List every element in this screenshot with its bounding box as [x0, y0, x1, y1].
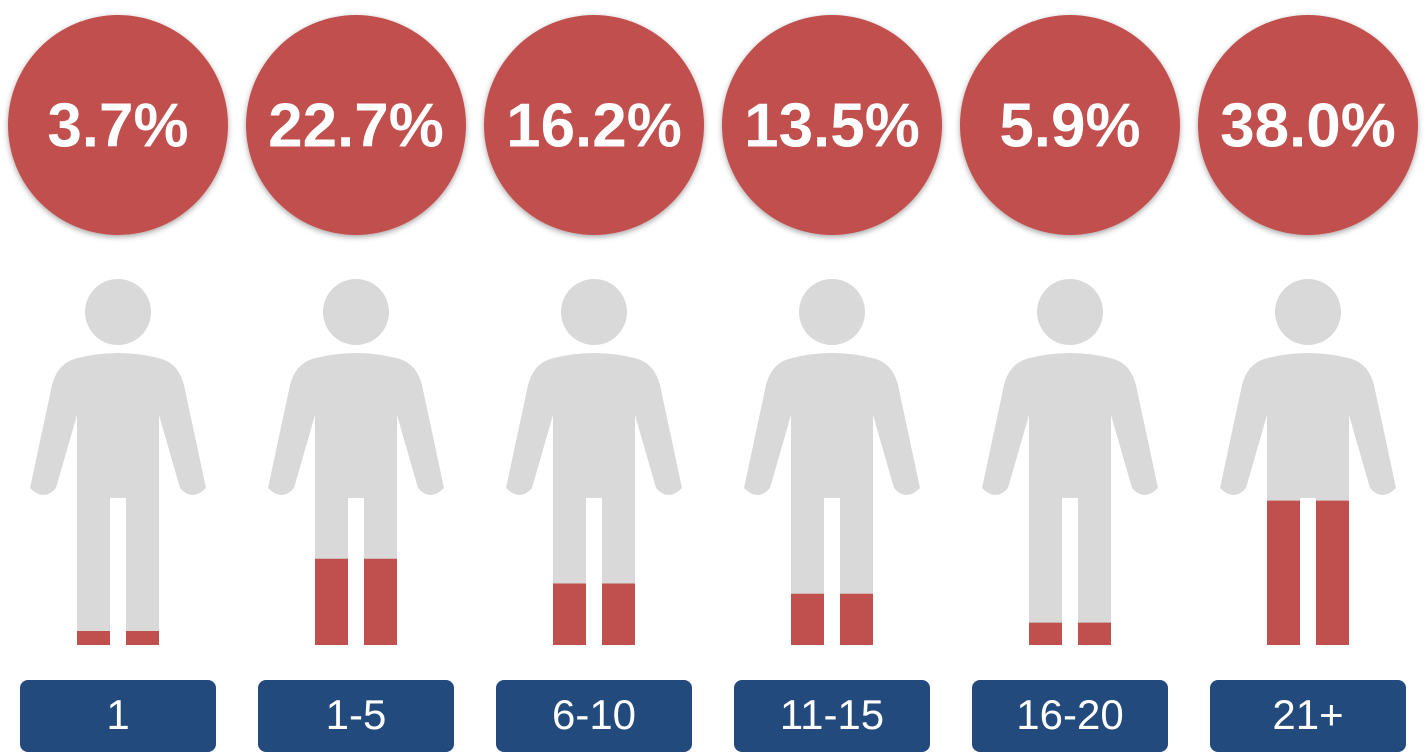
category-box	[496, 680, 692, 752]
person-leg	[77, 498, 110, 645]
fill-level	[1029, 622, 1111, 645]
fill-level	[1267, 500, 1349, 645]
category-label: 21+	[1272, 691, 1343, 738]
person-body	[744, 353, 920, 498]
person-leg	[1078, 498, 1111, 645]
value-label: 5.9%	[999, 91, 1140, 160]
fill-level	[553, 583, 635, 645]
value-label: 16.2%	[506, 91, 682, 160]
value-label: 38.0%	[1220, 91, 1396, 160]
category-box	[20, 680, 216, 752]
category-label: 6-10	[552, 691, 636, 738]
value-label: 22.7%	[268, 91, 444, 160]
value-circle	[484, 15, 704, 235]
person-leg	[1029, 498, 1062, 645]
value-circle	[246, 15, 466, 235]
person-body	[1220, 353, 1396, 498]
category-label: 16-20	[1016, 691, 1123, 738]
person-head	[323, 279, 389, 345]
value-circle	[722, 15, 942, 235]
category-label: 1-5	[326, 691, 387, 738]
category-box	[1210, 680, 1406, 752]
value-label: 3.7%	[47, 91, 188, 160]
value-circle	[960, 15, 1180, 235]
person-body	[30, 353, 206, 498]
category-label: 1	[106, 691, 129, 738]
category-box	[258, 680, 454, 752]
value-circle	[8, 15, 228, 235]
fill-level	[77, 630, 159, 645]
person-body	[982, 353, 1158, 498]
person-head	[85, 279, 151, 345]
person-head	[799, 279, 865, 345]
category-box	[972, 680, 1168, 752]
value-circle	[1198, 15, 1418, 235]
fill-level	[315, 558, 397, 645]
fill-level	[791, 593, 873, 645]
person-body	[268, 353, 444, 498]
person-head	[1275, 279, 1341, 345]
person-body	[506, 353, 682, 498]
person-leg	[126, 498, 159, 645]
category-label: 11-15	[780, 691, 884, 738]
category-box	[734, 680, 930, 752]
value-label: 13.5%	[744, 91, 920, 160]
person-head	[1037, 279, 1103, 345]
person-head	[561, 279, 627, 345]
